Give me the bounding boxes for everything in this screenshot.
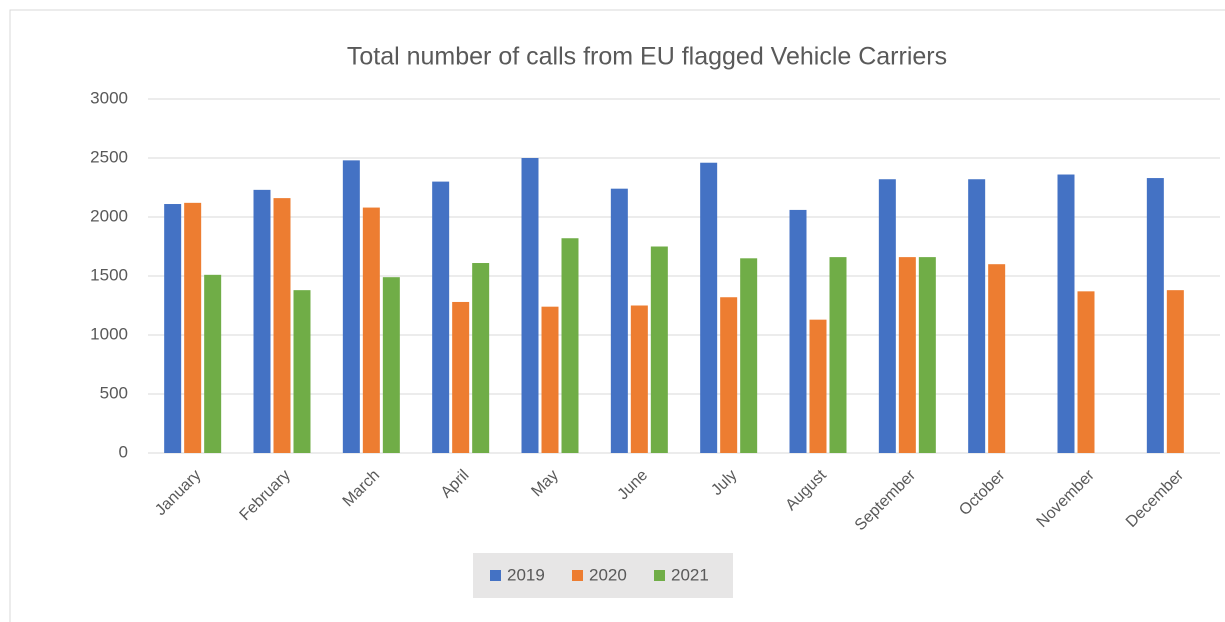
x-tick-label: October <box>956 466 1009 519</box>
x-tick-label: September <box>852 466 920 534</box>
bar <box>362 207 380 453</box>
bar <box>898 257 916 453</box>
chart-title: Total number of calls from EU flagged Ve… <box>347 43 947 71</box>
bar <box>164 204 182 453</box>
bar <box>452 301 470 453</box>
bar <box>521 158 539 453</box>
x-tick-label: August <box>783 466 831 514</box>
x-tick-label: May <box>528 467 561 500</box>
x-tick-label: February <box>237 467 294 524</box>
y-tick-label: 1500 <box>90 265 128 284</box>
bar <box>789 209 807 453</box>
bar <box>650 246 668 453</box>
x-tick-label: July <box>708 467 740 499</box>
bar <box>829 257 847 453</box>
bar <box>342 160 360 454</box>
bar <box>630 305 648 453</box>
bar <box>382 277 400 453</box>
bar <box>720 297 738 453</box>
chart-frame <box>9 9 1225 622</box>
x-tick-label: December <box>1123 466 1188 531</box>
bar <box>541 306 559 453</box>
legend-label: 2020 <box>589 565 627 584</box>
bar <box>1077 291 1095 453</box>
x-tick-label: April <box>438 467 473 502</box>
bar <box>561 238 579 453</box>
bar <box>610 188 628 453</box>
legend-label: 2021 <box>671 565 709 584</box>
x-tick-label: June <box>615 467 652 504</box>
y-tick-label: 500 <box>100 383 128 402</box>
legend-box <box>473 553 733 598</box>
bar <box>293 290 311 453</box>
bar <box>700 162 718 453</box>
bar <box>1146 178 1164 453</box>
y-tick-label: 3000 <box>90 88 128 107</box>
bar <box>253 189 271 454</box>
x-tick-label: January <box>152 467 204 519</box>
bar <box>432 181 450 453</box>
bar <box>472 263 490 453</box>
legend-label: 2019 <box>507 565 545 584</box>
legend-swatch <box>654 570 665 581</box>
bar <box>878 179 896 454</box>
bar <box>184 202 202 453</box>
bar <box>1166 290 1184 453</box>
legend-swatch <box>572 570 583 581</box>
bar <box>273 198 291 453</box>
bar <box>1057 174 1075 453</box>
bar <box>204 274 222 453</box>
y-tick-label: 1000 <box>90 324 128 343</box>
bar <box>968 179 986 454</box>
x-tick-label: March <box>340 467 383 510</box>
x-tick-label: November <box>1034 466 1099 531</box>
bar <box>809 319 827 453</box>
y-tick-label: 2000 <box>90 206 128 225</box>
bar <box>988 264 1006 453</box>
y-tick-label: 0 <box>119 442 128 461</box>
y-tick-label: 2500 <box>90 147 128 166</box>
legend-swatch <box>490 570 501 581</box>
bar <box>740 258 758 453</box>
bar <box>918 257 936 453</box>
